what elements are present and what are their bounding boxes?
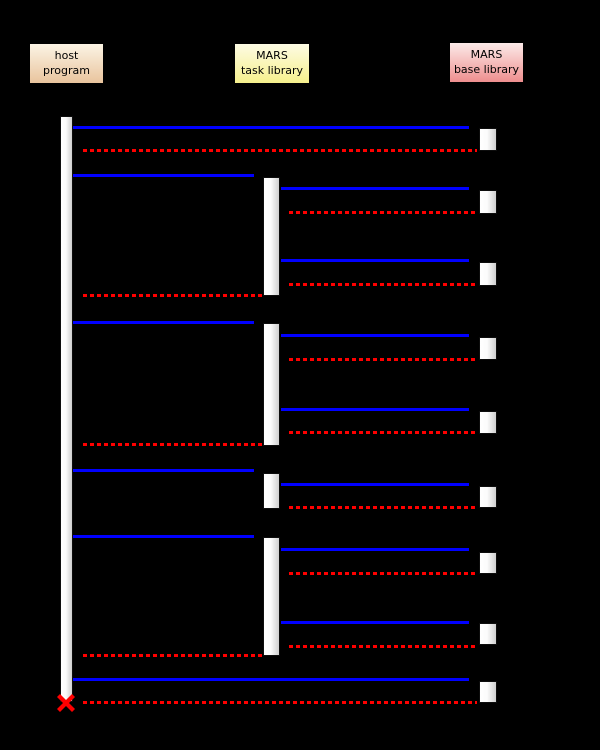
call-arrow-host-to-task (73, 468, 254, 472)
return-arrow-task-to-host (83, 293, 262, 297)
activation-bar-base (479, 190, 497, 214)
call-arrow-host-to-task (73, 320, 254, 324)
return-arrow-base-to-task (289, 210, 477, 214)
call-arrow-host-to-base (73, 677, 469, 681)
activation-bar-base (479, 337, 497, 360)
call-arrow-task-to-base (281, 186, 469, 190)
call-arrow-task-to-base (281, 333, 469, 337)
activation-bar-task (263, 537, 280, 656)
activation-bar-task (263, 177, 280, 296)
activation-bar-base (479, 262, 497, 286)
return-arrow-base-to-task (289, 505, 477, 509)
call-arrow-task-to-base (281, 620, 469, 624)
activation-bar-base (479, 623, 497, 645)
return-arrow-base-to-task (289, 282, 477, 286)
participant-label: MARS base library (453, 48, 520, 76)
activation-bar-task (263, 323, 280, 446)
call-arrow-host-to-base (73, 125, 469, 129)
return-arrow-base-to-task (289, 357, 477, 361)
return-arrow-base-to-task (289, 430, 477, 434)
return-arrow-task-to-host (83, 442, 262, 446)
activation-bar-host (60, 116, 73, 702)
call-arrow-host-to-task (73, 534, 254, 538)
return-arrow-base-to-task (289, 571, 477, 575)
activation-bar-base (479, 552, 497, 574)
destroy-icon (57, 694, 75, 712)
participant-task: MARS task library (233, 42, 311, 85)
return-arrow-base-to-host (83, 148, 477, 152)
participant-host: host program (28, 42, 105, 85)
activation-bar-base (479, 681, 497, 703)
activation-bar-base (479, 128, 497, 151)
participant-label: MARS task library (240, 49, 304, 77)
return-arrow-base-to-host (83, 700, 477, 704)
activation-bar-base (479, 486, 497, 508)
call-arrow-task-to-base (281, 482, 469, 486)
call-arrow-task-to-base (281, 407, 469, 411)
return-arrow-task-to-host (83, 653, 262, 657)
participant-label: host program (43, 49, 90, 77)
call-arrow-task-to-base (281, 258, 469, 262)
return-arrow-base-to-task (289, 644, 477, 648)
call-arrow-host-to-task (73, 173, 254, 177)
call-arrow-task-to-base (281, 547, 469, 551)
participant-base: MARS base library (448, 41, 525, 84)
activation-bar-base (479, 411, 497, 434)
activation-bar-task (263, 473, 280, 509)
